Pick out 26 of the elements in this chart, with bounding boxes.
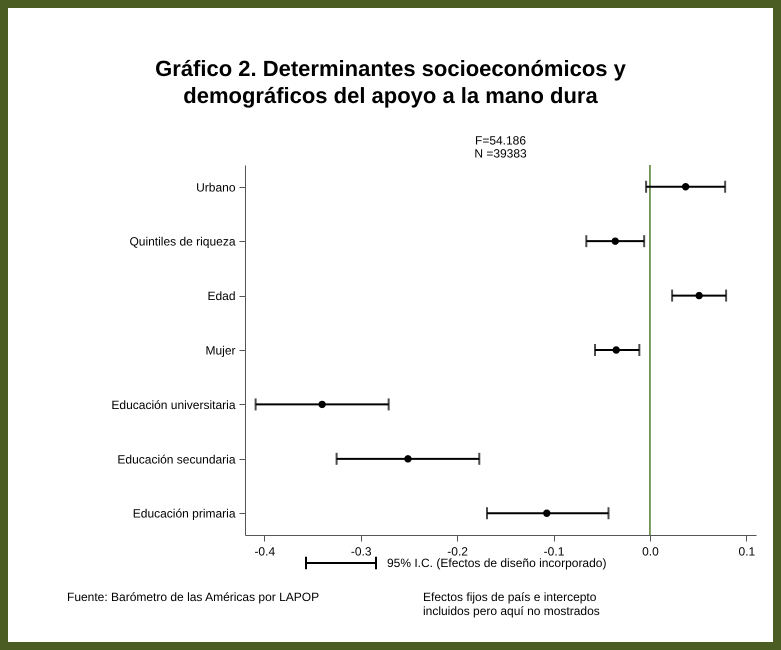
point (404, 455, 412, 463)
text: N =39383 (474, 146, 528, 160)
point (318, 400, 326, 408)
y-tick-label: Educación universitaria (111, 398, 236, 412)
x-tick-label: 0.1 (738, 544, 756, 558)
y-tick-label: Educación primaria (132, 506, 236, 521)
y-tick-label: Quintiles de riqueza (129, 234, 236, 249)
legend-label: 95% I.C. (Efectos de diseño incorporado) (387, 556, 606, 570)
y-tick-label: Educación secundaria (117, 452, 236, 466)
x-tick-label: -0.3 (350, 544, 372, 558)
point (543, 510, 550, 517)
x-tick-label: 0.0 (642, 544, 660, 558)
text: F=54.186 (474, 133, 526, 148)
chart-title: Gráfico 2. Determinantes socioeconómicos y demográficos del apoyo a la mano dura (154, 55, 627, 109)
point (612, 237, 619, 245)
source-note: Fuente: Barómetro de las Américas por LAPOP (67, 590, 320, 604)
y-tick-label: Edad (207, 289, 236, 304)
y-tick-label: Urbano (196, 180, 236, 194)
point (682, 183, 690, 190)
y-tick-label: Mujer (205, 344, 236, 358)
x-tick-label: -0.2 (447, 544, 468, 558)
x-tick-label: -0.4 (254, 544, 276, 558)
text: Efectos fijos de país e intercepto incluidos pero aquí no mostrados (423, 590, 600, 618)
point (612, 346, 620, 354)
x-tick-label: -0.1 (544, 544, 565, 558)
point (695, 292, 703, 300)
